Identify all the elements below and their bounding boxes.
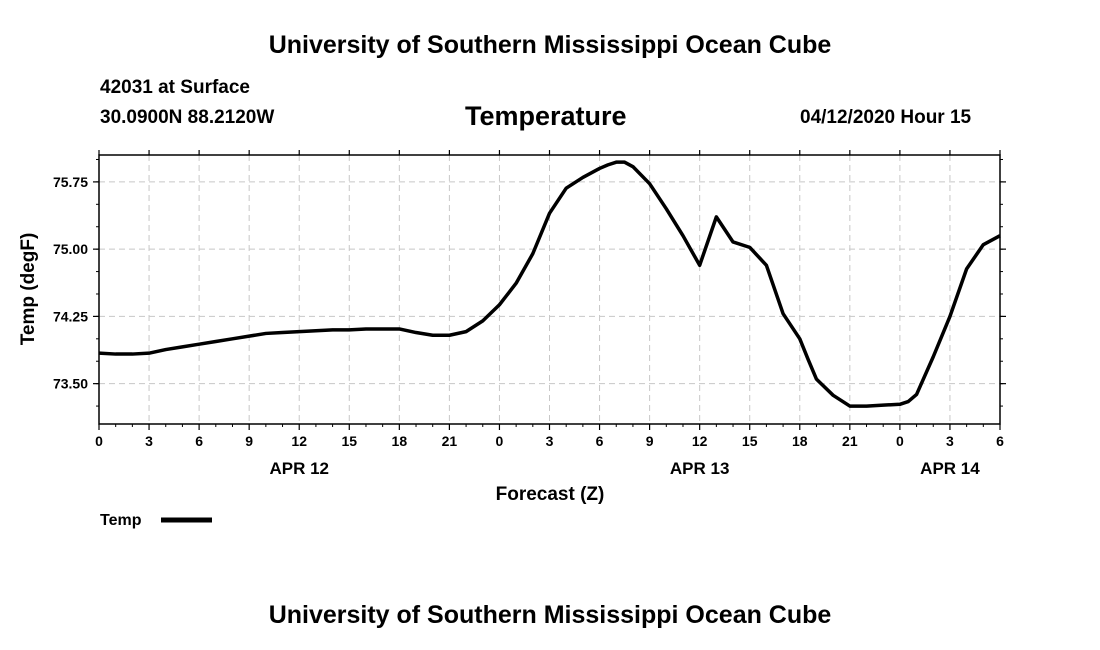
date-label: APR 14 [920, 459, 980, 478]
x-tick-label: 0 [496, 433, 504, 449]
x-tick-label: 9 [646, 433, 654, 449]
y-tick-label: 73.50 [53, 376, 88, 392]
coordinates-label: 30.0900N 88.2120W [100, 107, 275, 128]
x-tick-label: 18 [392, 433, 408, 449]
y-axis-label: Temp (degF) [18, 233, 39, 346]
x-tick-label: 18 [792, 433, 808, 449]
x-axis-label: Forecast (Z) [496, 484, 605, 505]
x-tick-label: 3 [145, 433, 153, 449]
x-tick-label: 12 [291, 433, 307, 449]
plot-frame [98, 154, 1001, 425]
x-tick-label: 21 [442, 433, 458, 449]
x-tick-labels: 0 3 6 9 12 15 18 21 0 3 6 9 12 15 18 21 0 3 6 [95, 433, 1004, 449]
chart-footer-title: University of Southern Mississippi Ocean… [268, 601, 832, 629]
x-tick-label: 15 [341, 433, 357, 449]
x-tick-label: 3 [946, 433, 954, 449]
chart-title: Temperature [465, 101, 627, 131]
station-label: 42031 at Surface [100, 77, 250, 98]
y-tick-label: 75.75 [53, 174, 88, 190]
x-tick-label: 6 [596, 433, 604, 449]
x-tick-label: 12 [692, 433, 708, 449]
legend: Temp [100, 512, 212, 529]
date-label: APR 12 [269, 459, 329, 478]
x-tick-label: 0 [95, 433, 103, 449]
forecast-datetime: 04/12/2020 Hour 15 [800, 107, 972, 128]
y-tick-label: 75.00 [53, 241, 88, 257]
y-tick-labels: 73.50 74.25 75.00 75.75 [53, 174, 88, 392]
x-tick-label: 6 [996, 433, 1004, 449]
grid-lines [99, 155, 1000, 424]
x-tick-label: 9 [245, 433, 253, 449]
x-tick-label: 3 [546, 433, 554, 449]
x-tick-label: 6 [195, 433, 203, 449]
date-label: APR 13 [670, 459, 730, 478]
legend-label-temp: Temp [100, 512, 142, 529]
y-tick-label: 74.25 [53, 308, 88, 324]
x-tick-label: 15 [742, 433, 758, 449]
date-labels: APR 12 APR 13 APR 14 [269, 459, 980, 478]
series-line-temp [98, 160, 1001, 408]
x-tick-label: 21 [842, 433, 858, 449]
x-tick-label: 0 [896, 433, 904, 449]
chart-super-title: University of Southern Mississippi Ocean… [268, 31, 832, 59]
